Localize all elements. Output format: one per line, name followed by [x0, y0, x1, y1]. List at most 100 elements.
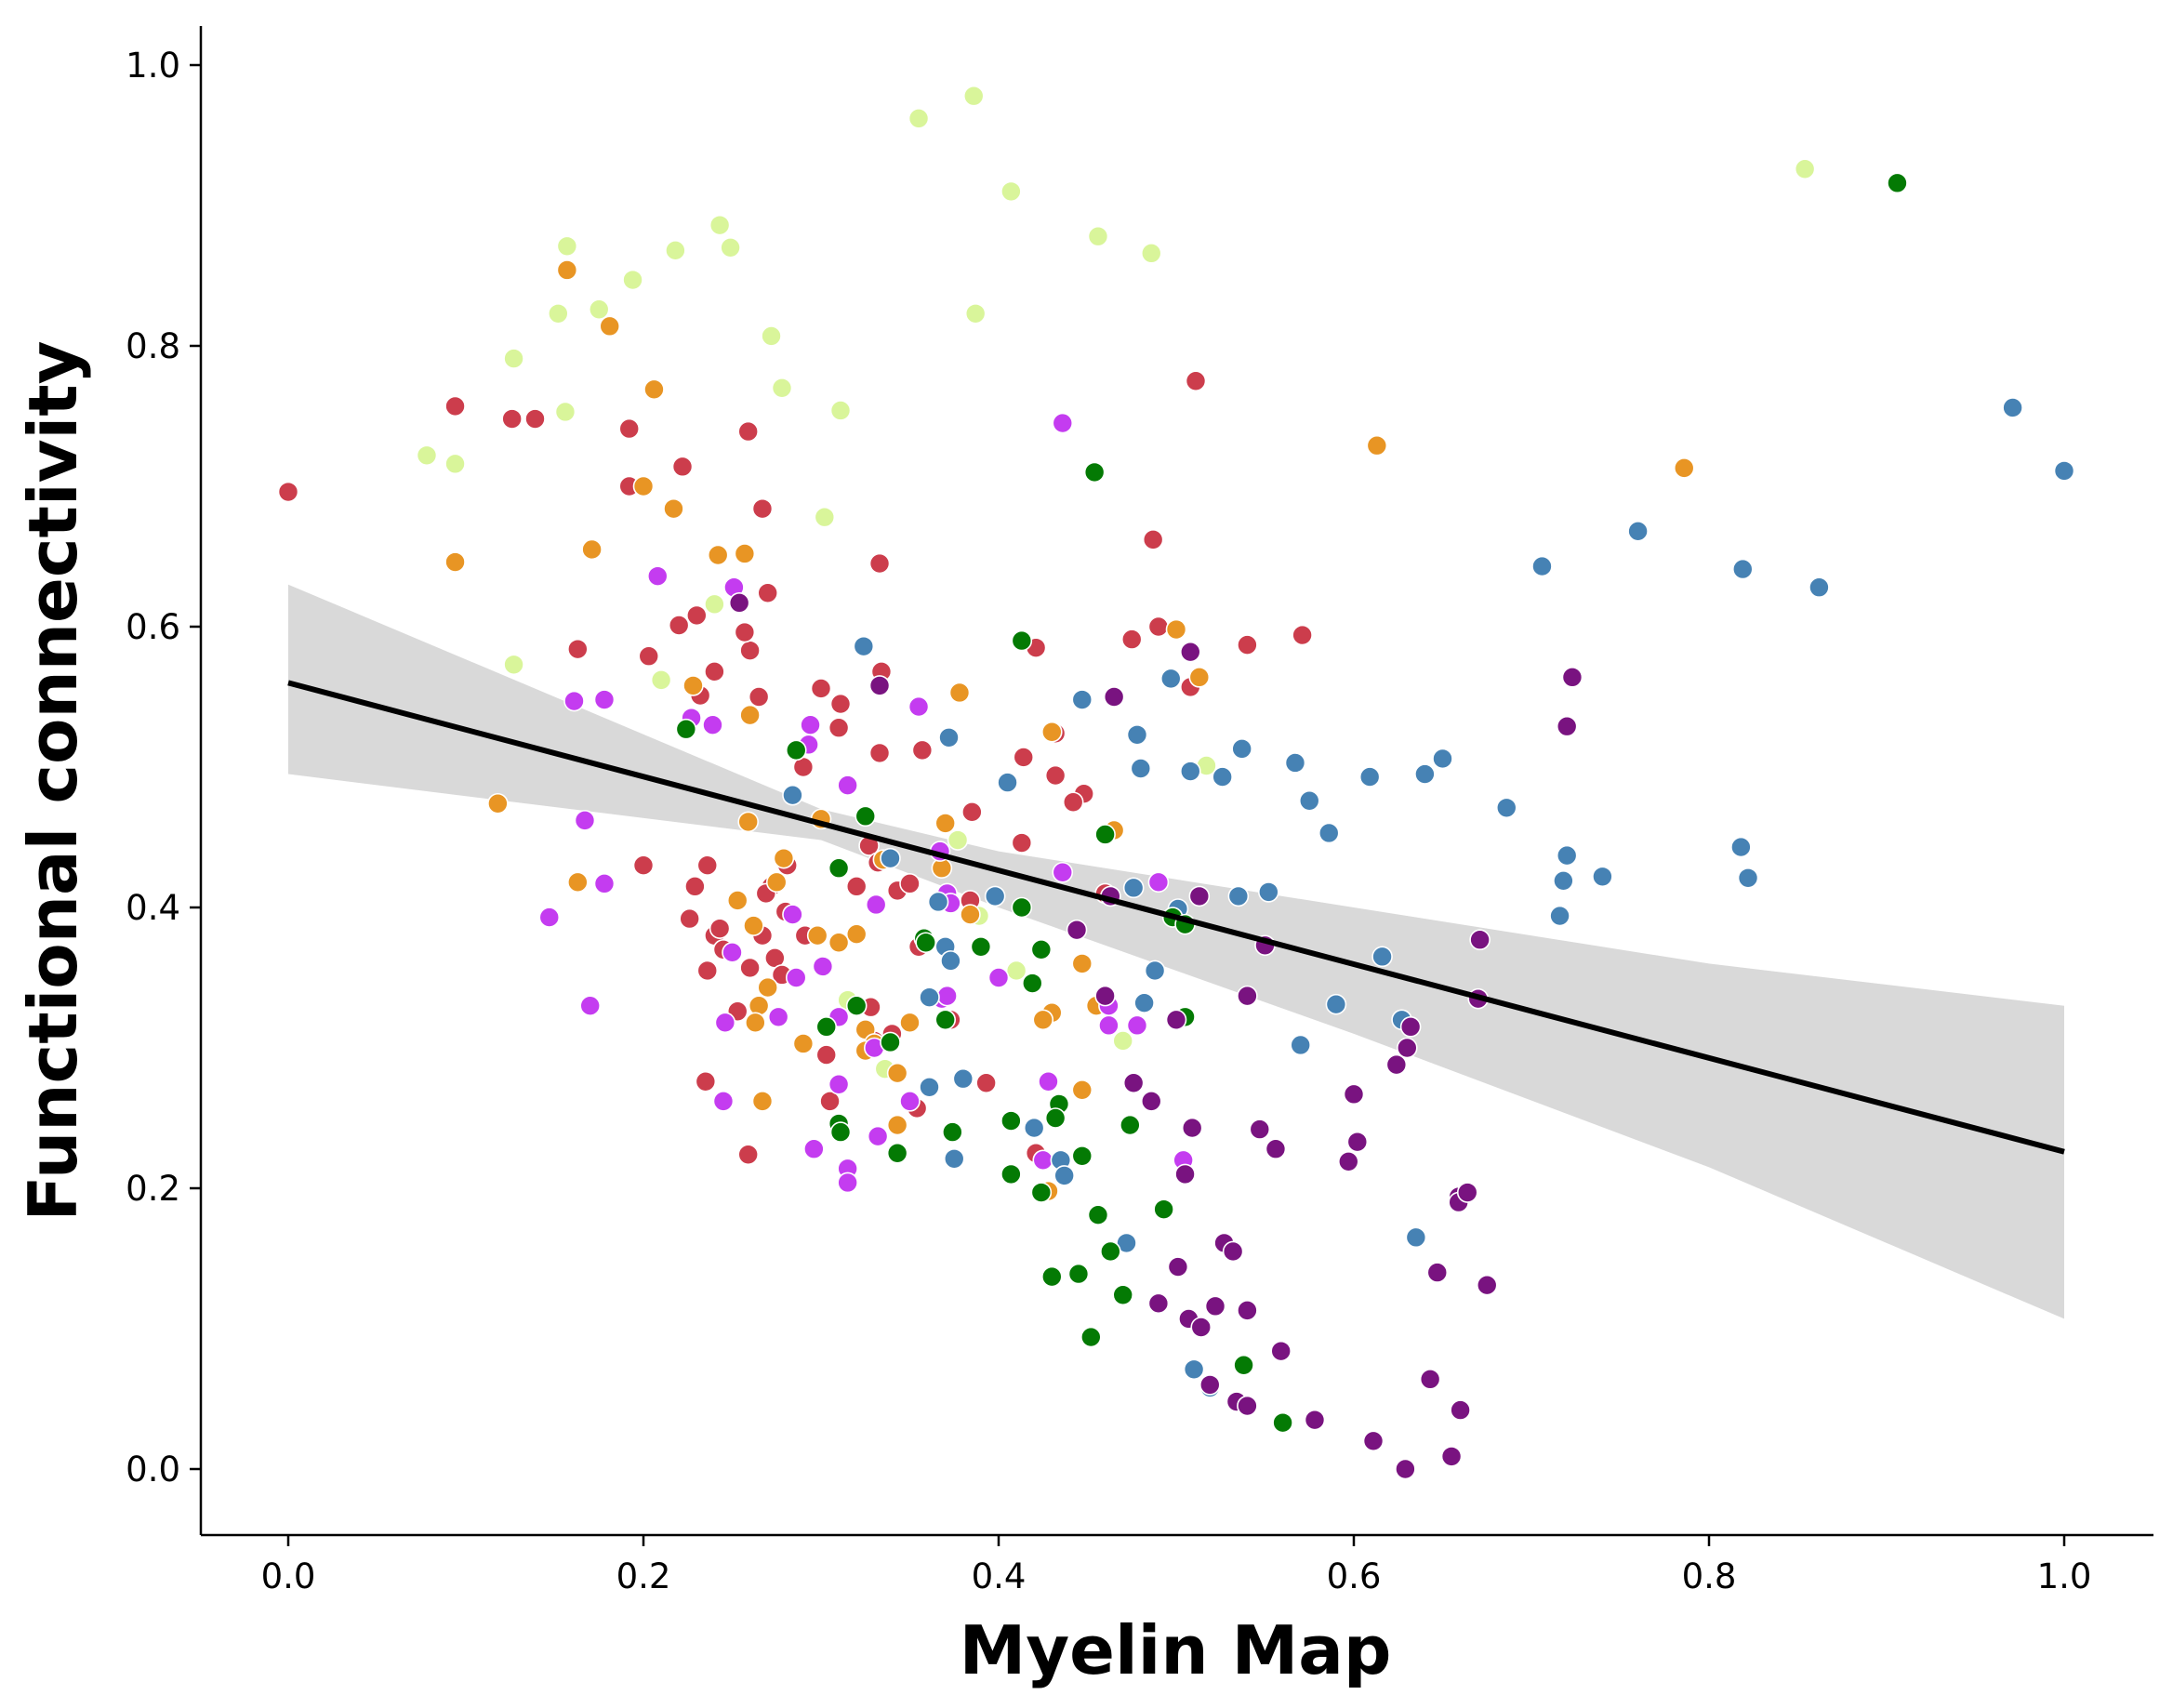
data-point-series-5	[1133, 992, 1155, 1013]
data-point-series-2	[696, 960, 719, 982]
data-point-series-4	[722, 942, 743, 963]
data-point-series-5	[1144, 960, 1166, 982]
data-point-series-5	[927, 891, 949, 913]
data-point-series-6	[1030, 938, 1053, 960]
data-point-series-7	[1343, 1083, 1365, 1106]
data-point-series-5	[1179, 761, 1201, 782]
data-point-series-2	[751, 497, 774, 520]
data-point-series-3	[960, 904, 981, 925]
data-point-series-3	[734, 543, 756, 564]
data-point-series-4	[867, 1125, 889, 1147]
data-point-series-5	[1130, 758, 1152, 779]
data-point-series-7	[1140, 1091, 1162, 1112]
data-point-series-7	[1469, 929, 1491, 951]
data-point-series-5	[1405, 1226, 1427, 1249]
data-point-series-5	[782, 784, 803, 806]
data-point-series-5	[1212, 766, 1233, 788]
data-point-series-3	[1032, 1009, 1054, 1031]
data-point-series-3	[886, 1062, 908, 1084]
data-point-series-5	[1432, 748, 1453, 770]
data-point-series-2	[618, 417, 641, 440]
data-point-series-5	[880, 847, 901, 869]
axes-layer: 0.0 0.2 0.4 0.6 0.8 1.0 0.0 0.2 0.4 0.6 0.8 1.0	[126, 26, 2153, 1596]
data-point-series-5	[1290, 1034, 1311, 1056]
data-point-series-7	[1450, 1399, 1471, 1421]
data-point-series-1	[416, 444, 438, 467]
data-point-series-7	[1179, 641, 1201, 663]
data-point-series-2	[739, 640, 761, 661]
data-point-series-1	[503, 348, 524, 369]
data-point-series-2	[1142, 529, 1164, 550]
data-point-series-4	[574, 810, 596, 831]
data-point-series-2	[911, 739, 934, 761]
data-point-series-6	[855, 805, 877, 828]
data-point-series-4	[646, 565, 669, 587]
data-point-series-4	[1052, 861, 1074, 883]
data-point-series-7	[1556, 715, 1578, 737]
data-point-series-4	[908, 695, 930, 718]
data-point-series-2	[1292, 624, 1313, 646]
data-point-series-2	[868, 742, 891, 764]
data-point-series-7	[1167, 1256, 1189, 1278]
data-point-series-5	[1053, 1165, 1075, 1186]
data-point-series-5	[1627, 521, 1649, 542]
data-point-series-7	[1561, 667, 1583, 688]
data-point-series-1	[720, 236, 741, 258]
data-point-series-2	[567, 638, 589, 660]
x-tick-label: 0.2	[616, 1556, 671, 1596]
data-point-series-7	[728, 592, 750, 614]
data-point-series-4	[767, 1006, 789, 1028]
x-axis-title: Myelin Map	[960, 1611, 1392, 1689]
data-point-series-4	[782, 904, 803, 925]
data-point-series-3	[1071, 953, 1093, 974]
data-point-series-2	[737, 1144, 759, 1166]
data-point-series-6	[1112, 1284, 1133, 1306]
data-point-series-6	[1011, 629, 1033, 652]
data-point-series-1	[964, 302, 987, 324]
data-point-series-2	[961, 801, 983, 823]
data-point-series-7	[1237, 1300, 1258, 1321]
data-point-series-2	[1013, 747, 1035, 768]
data-point-series-7	[1199, 1374, 1221, 1396]
data-point-series-2	[684, 876, 706, 897]
data-point-series-6	[829, 1121, 852, 1143]
data-point-series-3	[751, 1091, 774, 1112]
data-point-series-5	[1737, 867, 1759, 889]
data-point-series-4	[803, 1138, 825, 1160]
data-point-series-4	[712, 1091, 735, 1112]
data-point-series-1	[962, 85, 985, 107]
data-point-series-3	[1366, 434, 1388, 457]
data-point-series-1	[650, 669, 672, 691]
confidence-band-layer	[288, 584, 2064, 1319]
data-point-series-7	[1066, 919, 1088, 941]
data-point-series-6	[1044, 1107, 1067, 1129]
data-point-series-2	[845, 876, 868, 897]
data-point-series-2	[709, 918, 731, 939]
data-point-series-2	[815, 1044, 838, 1066]
x-tick-label: 0.0	[261, 1556, 316, 1596]
data-point-series-6	[815, 1016, 838, 1038]
data-point-series-3	[806, 924, 828, 947]
data-point-series-5	[1122, 877, 1145, 899]
data-point-series-2	[1120, 629, 1143, 650]
data-point-series-7	[1094, 985, 1116, 1007]
data-point-series-2	[524, 408, 546, 430]
data-point-series-5	[1809, 576, 1830, 599]
data-point-series-6	[785, 739, 807, 761]
data-point-series-2	[868, 552, 891, 575]
data-point-series-1	[1112, 1030, 1133, 1052]
data-point-series-2	[737, 420, 759, 443]
data-point-series-3	[899, 1012, 921, 1034]
data-point-series-3	[1071, 1079, 1093, 1101]
data-point-series-5	[2053, 460, 2075, 482]
data-point-series-6	[1067, 1263, 1090, 1285]
data-point-series-5	[1227, 885, 1250, 907]
data-point-series-6	[880, 1031, 901, 1053]
x-tick-label: 0.6	[1327, 1556, 1382, 1596]
data-point-series-2	[810, 678, 832, 699]
data-point-series-6	[1030, 1182, 1053, 1203]
data-point-series-7	[1122, 1072, 1145, 1094]
data-point-series-3	[556, 259, 578, 281]
data-point-series-4	[1147, 871, 1170, 894]
